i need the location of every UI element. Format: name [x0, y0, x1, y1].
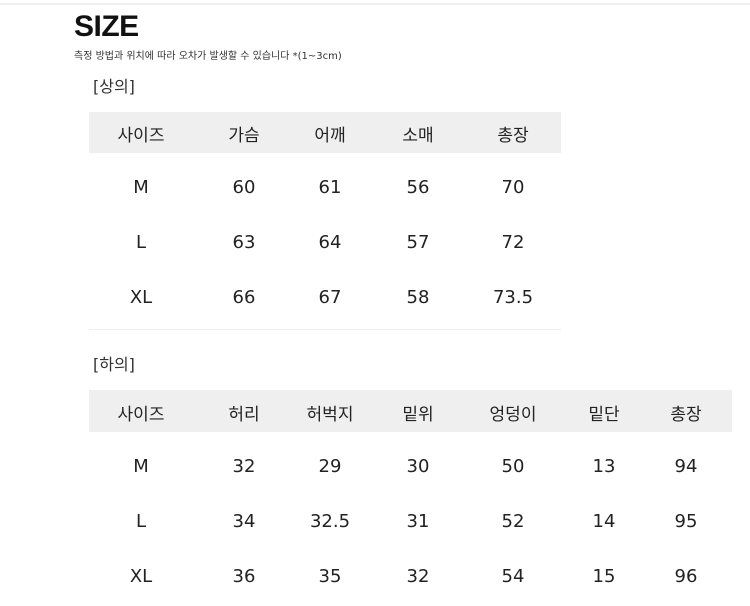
column-header: 총장: [670, 405, 702, 425]
table-cell: 13: [592, 456, 616, 477]
size-label: M: [133, 456, 149, 477]
table-cell: 95: [674, 511, 698, 532]
table-cell: 94: [674, 456, 698, 477]
table-cell: 73.5: [492, 287, 534, 308]
column-header: 엉덩이: [489, 405, 537, 425]
table-cell: 30: [406, 456, 430, 477]
table-cell: 32.5: [309, 511, 351, 532]
table-cell: 34: [232, 511, 256, 532]
table-cell: 31: [406, 511, 430, 532]
table-cell: 35: [318, 566, 342, 587]
size-label: XL: [129, 287, 153, 308]
size-label: M: [133, 177, 149, 198]
table-cell: 32: [232, 456, 256, 477]
table-cell: 58: [406, 287, 430, 308]
table-cell: 96: [674, 566, 698, 587]
page-title: SIZE: [74, 10, 139, 43]
top-section-label: [상의]: [93, 77, 135, 96]
top-border: [0, 3, 750, 5]
size-label: L: [135, 232, 147, 253]
table-divider: [89, 329, 561, 330]
table-cell: 14: [592, 511, 616, 532]
table-cell: 52: [501, 511, 525, 532]
size-label: L: [135, 511, 147, 532]
column-header: 가슴: [228, 126, 260, 146]
column-header: 허리: [228, 405, 260, 425]
bottom-table-header: [89, 390, 732, 432]
size-label: XL: [129, 566, 153, 587]
column-header: 밑단: [588, 405, 620, 425]
top-table-header: [89, 112, 561, 153]
table-cell: 32: [406, 566, 430, 587]
table-cell: 36: [232, 566, 256, 587]
table-cell: 64: [318, 232, 342, 253]
table-cell: 63: [232, 232, 256, 253]
table-cell: 29: [318, 456, 342, 477]
table-cell: 15: [592, 566, 616, 587]
table-cell: 54: [501, 566, 525, 587]
bottom-section-label: [하의]: [93, 355, 135, 374]
table-cell: 70: [501, 177, 525, 198]
column-header: 소매: [402, 126, 434, 146]
table-cell: 57: [406, 232, 430, 253]
column-header: 총장: [497, 126, 529, 146]
table-cell: 60: [232, 177, 256, 198]
table-cell: 61: [318, 177, 342, 198]
column-header: 허벅지: [306, 405, 354, 425]
column-header: 사이즈: [117, 405, 165, 425]
table-cell: 67: [318, 287, 342, 308]
table-cell: 56: [406, 177, 430, 198]
table-cell: 50: [501, 456, 525, 477]
column-header: 밑위: [402, 405, 434, 425]
column-header: 어깨: [314, 126, 346, 146]
column-header: 사이즈: [117, 126, 165, 146]
measurement-note: 측정 방법과 위치에 따라 오차가 발생할 수 있습니다 *(1~3cm): [74, 51, 342, 62]
table-cell: 72: [501, 232, 525, 253]
table-cell: 66: [232, 287, 256, 308]
